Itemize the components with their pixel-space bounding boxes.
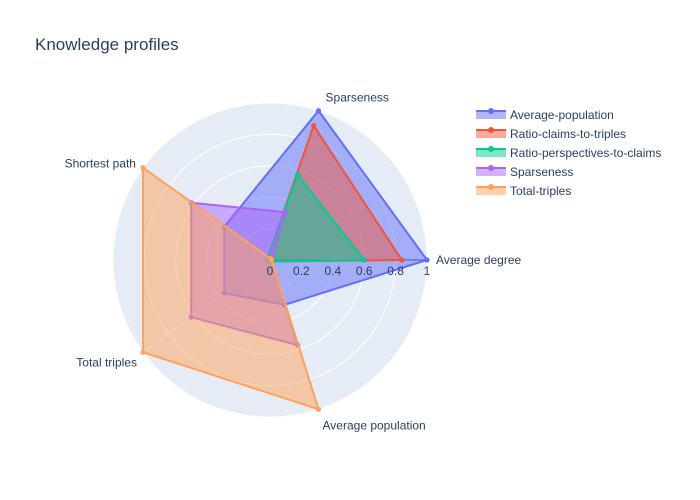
radial-tick-label: 0.8: [387, 264, 404, 278]
axis-label: Sparseness: [326, 91, 389, 105]
legend-swatch: [476, 187, 506, 195]
legend-label: Sparseness: [510, 165, 573, 179]
data-point: [315, 108, 322, 114]
legend-label: Average-population: [510, 108, 614, 122]
data-point: [282, 209, 289, 215]
axis-label: Total triples: [76, 355, 137, 369]
radial-tick-label: 0: [267, 264, 274, 278]
legend-marker: [488, 146, 494, 152]
data-point: [424, 257, 430, 263]
data-point: [140, 349, 146, 355]
legend-label: Total-triples: [510, 184, 571, 198]
radial-tick-label: 0.2: [293, 264, 310, 278]
legend-item[interactable]: Average-population: [476, 108, 614, 122]
legend-item[interactable]: Sparseness: [476, 165, 573, 179]
data-point: [140, 165, 146, 171]
legend-swatch: [476, 111, 506, 119]
data-point: [315, 406, 322, 412]
data-point: [311, 123, 317, 129]
data-point: [295, 172, 301, 178]
legend-item[interactable]: Ratio-perspectives-to-claims: [476, 146, 661, 160]
legend-swatch: [476, 168, 506, 176]
radial-tick-label: 0.4: [324, 264, 341, 278]
data-point: [361, 257, 367, 263]
legend-marker: [488, 165, 494, 171]
polar-plot-area: 0 0.2 0.4 0.6 0.8 1 Average degree Sparseness Sh…: [65, 91, 522, 433]
axis-label: Average population: [323, 418, 426, 432]
legend-swatch: [476, 130, 506, 138]
data-point: [399, 257, 405, 263]
legend-marker: [488, 108, 494, 114]
legend-swatch: [476, 149, 506, 157]
radial-tick-label: 0.6: [356, 264, 373, 278]
legend-item[interactable]: Total-triples: [476, 184, 571, 198]
chart-title: Knowledge profiles: [35, 35, 179, 54]
legend-marker: [488, 127, 494, 133]
series-total-triples: [140, 165, 322, 412]
legend: Average-population Ratio-claims-to-triple…: [476, 108, 661, 198]
axis-label: Average degree: [436, 253, 522, 267]
legend-label: Ratio-claims-to-triples: [510, 127, 626, 141]
legend-label: Ratio-perspectives-to-claims: [510, 146, 661, 160]
data-point: [267, 255, 274, 262]
legend-item[interactable]: Ratio-claims-to-triples: [476, 127, 626, 141]
axis-label: Shortest path: [65, 157, 136, 171]
radial-tick-label: 1: [424, 264, 431, 278]
legend-marker: [488, 184, 494, 190]
